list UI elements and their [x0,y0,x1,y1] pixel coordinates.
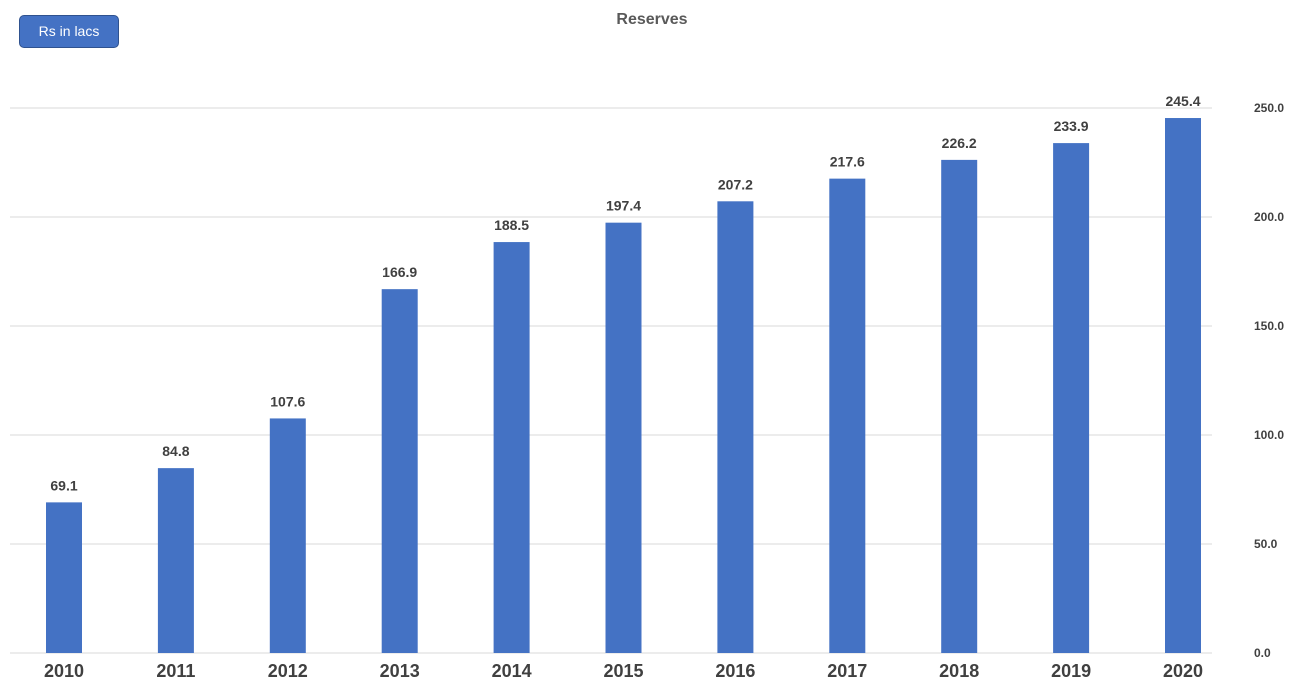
data-label: 166.9 [382,264,417,280]
x-tick-label: 2020 [1163,661,1203,681]
unit-badge: Rs in lacs [19,15,119,48]
y-tick-label: 250.0 [1254,101,1284,115]
bar [605,222,642,653]
data-label: 217.6 [830,154,865,170]
chart-title: Reserves [616,11,687,28]
y-tick-label: 100.0 [1254,428,1284,442]
y-tick-label: 0.0 [1254,646,1271,660]
x-tick-label: 2010 [44,661,84,681]
x-tick-label: 2016 [715,661,755,681]
x-tick-label: 2018 [939,661,979,681]
y-tick-label: 200.0 [1254,210,1284,224]
bar [157,468,194,653]
x-tick-label: 2013 [380,661,420,681]
data-label: 207.2 [718,176,753,192]
x-tick-label: 2017 [827,661,867,681]
x-axis-ticks: 2010 2011 2012 2013 2014 2015 2016 2017 2018 2019… [44,661,1203,681]
bar [269,418,306,653]
bar [829,178,866,653]
bar [1053,143,1090,653]
x-tick-label: 2011 [156,661,195,681]
data-label: 197.4 [606,198,641,214]
bar [941,159,978,653]
data-label: 233.9 [1054,118,1089,134]
data-label: 107.6 [270,393,305,409]
x-tick-label: 2019 [1051,661,1091,681]
y-tick-label: 50.0 [1254,537,1278,551]
y-axis-ticks: 0.0 50.0 100.0 150.0 200.0 250.0 [1254,101,1284,660]
bar [46,502,82,653]
y-tick-label: 150.0 [1254,319,1284,333]
data-label: 69.1 [50,477,77,493]
data-labels: 69.1 84.8 107.6 166.9 188.5 197.4 207.2 217.6 22… [50,93,1200,493]
bars [46,118,1201,653]
x-tick-label: 2012 [268,661,308,681]
bar [717,201,754,653]
bar [381,289,418,653]
x-tick-label: 2014 [492,661,532,681]
x-tick-label: 2015 [603,661,643,681]
data-label: 188.5 [494,217,529,233]
data-label: 226.2 [942,135,977,151]
data-label: 245.4 [1165,93,1200,109]
bar [493,242,530,653]
data-label: 84.8 [162,443,189,459]
bar [1165,118,1201,653]
